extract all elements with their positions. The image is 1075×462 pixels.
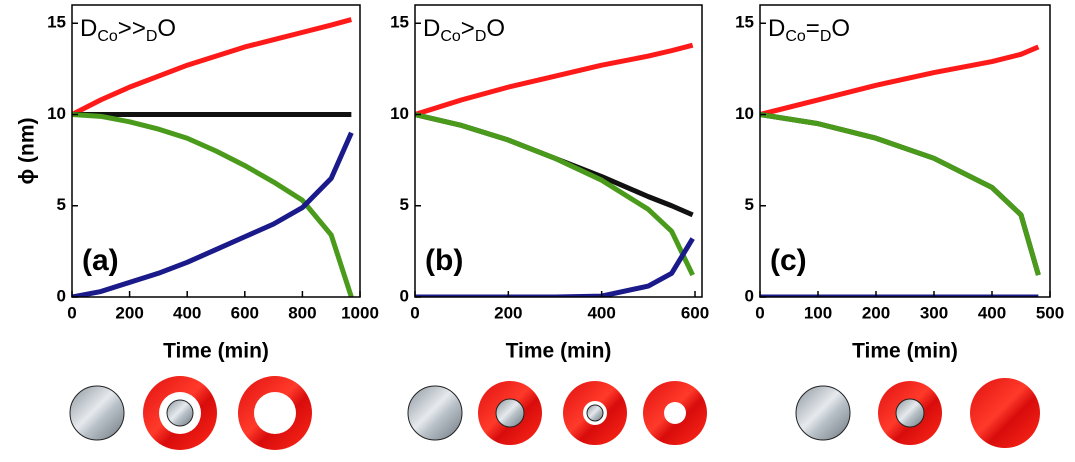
data-line [760,47,1038,115]
x-tick-label: 300 [920,303,948,322]
panel-label: (a) [82,244,119,277]
x-tick-label: 200 [494,303,522,322]
x-axis-label: Time (min) [163,340,269,363]
panel-title: DCo>>DO [80,15,176,45]
y-tick-label: 10 [390,104,409,123]
title-part: D [820,28,832,45]
y-tick-label: 0 [400,286,409,305]
title-part: D [146,28,158,45]
x-tick-label: 0 [67,303,76,322]
panel-label: (c) [770,244,807,277]
y-tick-label: 5 [400,195,409,214]
data-line [415,115,693,215]
x-tick-label: 0 [410,303,419,322]
title-part: D [80,15,97,42]
title-part: O [486,15,505,42]
panel-label: (b) [425,244,463,277]
y-tick-label: 0 [745,286,754,305]
y-axis-label: ϕ (nm) [16,117,39,184]
x-tick-label: 1000 [341,303,379,322]
x-tick-label: 400 [587,303,615,322]
x-tick-label: 800 [288,303,316,322]
particle-diagrams [70,376,1040,450]
x-tick-label: 600 [231,303,259,322]
title-part: O [157,15,176,42]
figure: 05101502004006008001000Time (min)ϕ (nm)(… [0,0,1075,462]
x-tick-label: 200 [862,303,890,322]
x-axis-label: Time (min) [852,340,958,363]
y-tick-label: 0 [57,286,66,305]
y-tick-label: 10 [735,104,754,123]
x-tick-label: 100 [804,303,832,322]
y-tick-label: 15 [390,13,409,32]
y-tick-label: 15 [735,13,754,32]
title-part: Co [440,28,461,45]
title-part: > [461,15,475,42]
panel: 0 5 10 15 0 200 400 600 800 1000 Time (min) ϕ (nm) (… [16,5,379,363]
x-tick-label: 400 [978,303,1006,322]
x-axis-label: Time (min) [506,340,612,363]
title-part: = [806,15,820,42]
x-tick-label: 0 [755,303,764,322]
x-tick-label: 200 [115,303,143,322]
data-line [415,45,693,114]
title-part: Co [785,28,806,45]
x-tick-label: 400 [173,303,201,322]
y-tick-label: 15 [47,13,66,32]
title-part: D [423,15,440,42]
panel-title: DCo=DO [768,15,850,45]
title-part: >> [118,15,146,42]
title-part: D [768,15,785,42]
y-tick-label: 10 [47,104,66,123]
x-tick-label: 500 [1036,303,1064,322]
x-tick-label: 600 [681,303,709,322]
y-tick-label: 5 [57,195,66,214]
title-part: D [475,28,487,45]
y-tick-label: 5 [745,195,754,214]
panel-title: DCo>DO [423,15,505,45]
title-part: Co [97,28,118,45]
title-part: O [831,15,850,42]
